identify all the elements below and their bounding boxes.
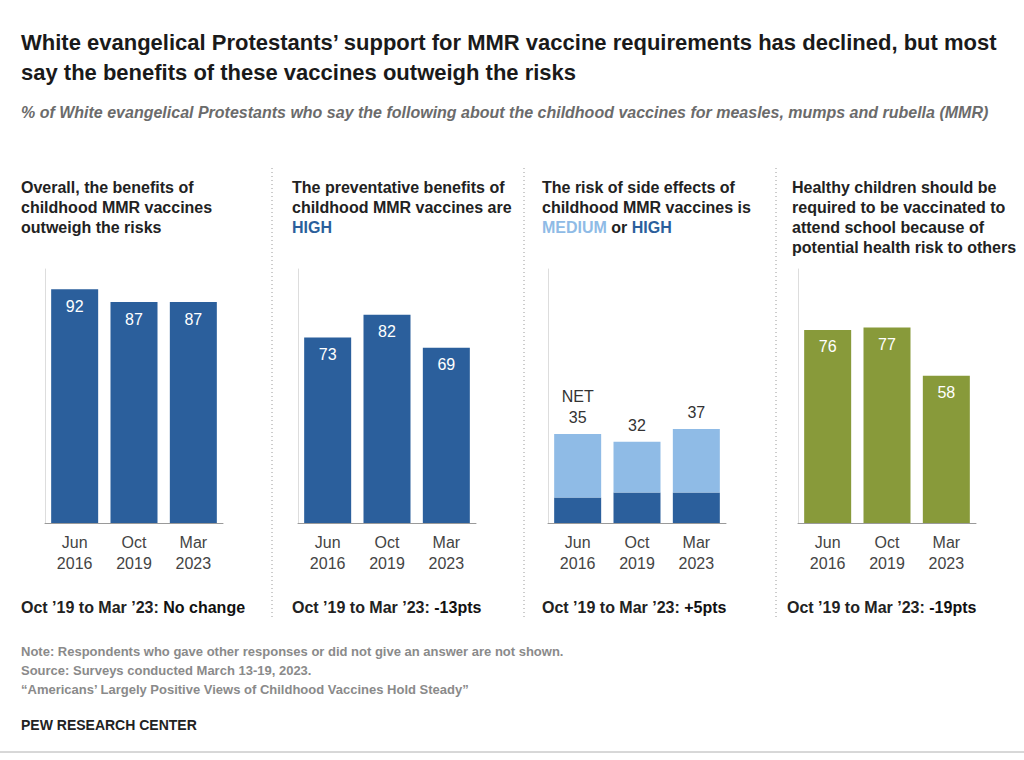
svg-text:% of White evangelical Protest: % of White evangelical Protestants who s… <box>21 104 988 121</box>
svg-text:Oct: Oct <box>875 534 900 551</box>
svg-text:2016: 2016 <box>560 555 596 572</box>
svg-text:Oct: Oct <box>375 534 400 551</box>
svg-text:Oct ’19 to Mar ’23:: Oct ’19 to Mar ’23: <box>542 599 680 616</box>
svg-text:82: 82 <box>378 323 396 340</box>
svg-text:childhood MMR vaccines are: childhood MMR vaccines are <box>292 199 512 216</box>
svg-text:PEW RESEARCH CENTER: PEW RESEARCH CENTER <box>21 717 197 733</box>
svg-text:Oct ’19 to Mar ’23:: Oct ’19 to Mar ’23: <box>787 599 925 616</box>
svg-text:Oct ’19 to Mar ’23:: Oct ’19 to Mar ’23: <box>292 599 430 616</box>
svg-text:The preventative benefits of: The preventative benefits of <box>292 179 505 196</box>
svg-text:outweigh the risks: outweigh the risks <box>21 219 162 236</box>
svg-text:HIGH: HIGH <box>632 219 672 236</box>
svg-text:2019: 2019 <box>369 555 405 572</box>
svg-text:NET: NET <box>562 388 594 405</box>
svg-text:childhood MMR vaccines is: childhood MMR vaccines is <box>542 199 751 216</box>
svg-text:Jun: Jun <box>815 534 841 551</box>
svg-text:58: 58 <box>937 384 955 401</box>
svg-text:Mar: Mar <box>683 534 711 551</box>
svg-text:73: 73 <box>319 346 337 363</box>
svg-text:Oct: Oct <box>625 534 650 551</box>
svg-text:87: 87 <box>184 311 202 328</box>
svg-text:2019: 2019 <box>116 555 152 572</box>
svg-text:The risk of side effects of: The risk of side effects of <box>542 179 736 196</box>
svg-text:35: 35 <box>569 409 587 426</box>
svg-text:Source: Surveys conducted Marc: Source: Surveys conducted March 13-19, 2… <box>21 663 311 678</box>
svg-text:2016: 2016 <box>810 555 846 572</box>
svg-text:2023: 2023 <box>176 555 212 572</box>
svg-text:32: 32 <box>628 417 646 434</box>
svg-text:-13pts: -13pts <box>434 599 481 616</box>
svg-text:Mar: Mar <box>933 534 961 551</box>
svg-text:92: 92 <box>66 298 84 315</box>
svg-text:potential health risk to other: potential health risk to others <box>792 239 1016 256</box>
svg-text:76: 76 <box>819 338 837 355</box>
svg-text:MEDIUM: MEDIUM <box>542 219 607 236</box>
svg-text:Note: Respondents who gave oth: Note: Respondents who gave other respons… <box>21 644 563 659</box>
svg-text:2016: 2016 <box>310 555 346 572</box>
svg-text:Jun: Jun <box>565 534 591 551</box>
svg-text:2016: 2016 <box>57 555 93 572</box>
svg-text:Jun: Jun <box>62 534 88 551</box>
svg-text:“Americans’ Largely Positive V: “Americans’ Largely Positive Views of Ch… <box>21 682 469 697</box>
svg-text:No change: No change <box>163 599 245 616</box>
svg-text:+5pts: +5pts <box>684 599 726 616</box>
svg-text:37: 37 <box>687 404 705 421</box>
svg-text:required to be vaccinated to: required to be vaccinated to <box>792 199 1006 216</box>
svg-text:87: 87 <box>125 311 143 328</box>
svg-text:childhood MMR vaccines: childhood MMR vaccines <box>21 199 212 216</box>
svg-text:or: or <box>607 219 632 236</box>
svg-text:Oct ’19 to Mar ’23:: Oct ’19 to Mar ’23: <box>21 599 159 616</box>
svg-text:HIGH: HIGH <box>292 219 332 236</box>
svg-text:say the benefits of these vacc: say the benefits of these vaccines outwe… <box>21 60 576 85</box>
svg-text:attend school because of: attend school because of <box>792 219 985 236</box>
svg-text:Jun: Jun <box>315 534 341 551</box>
svg-text:Oct: Oct <box>122 534 147 551</box>
svg-text:2019: 2019 <box>869 555 905 572</box>
svg-text:2023: 2023 <box>929 555 965 572</box>
svg-text:Mar: Mar <box>180 534 208 551</box>
svg-text:2023: 2023 <box>429 555 465 572</box>
svg-text:Healthy children should be: Healthy children should be <box>792 179 997 196</box>
svg-text:-19pts: -19pts <box>929 599 976 616</box>
svg-text:69: 69 <box>437 356 455 373</box>
svg-text:2019: 2019 <box>619 555 655 572</box>
svg-text:2023: 2023 <box>679 555 715 572</box>
svg-text:77: 77 <box>878 336 896 353</box>
svg-text:Mar: Mar <box>433 534 461 551</box>
svg-text:White evangelical Protestants’: White evangelical Protestants’ support f… <box>21 30 997 55</box>
svg-text:Overall, the benefits of: Overall, the benefits of <box>21 179 194 196</box>
